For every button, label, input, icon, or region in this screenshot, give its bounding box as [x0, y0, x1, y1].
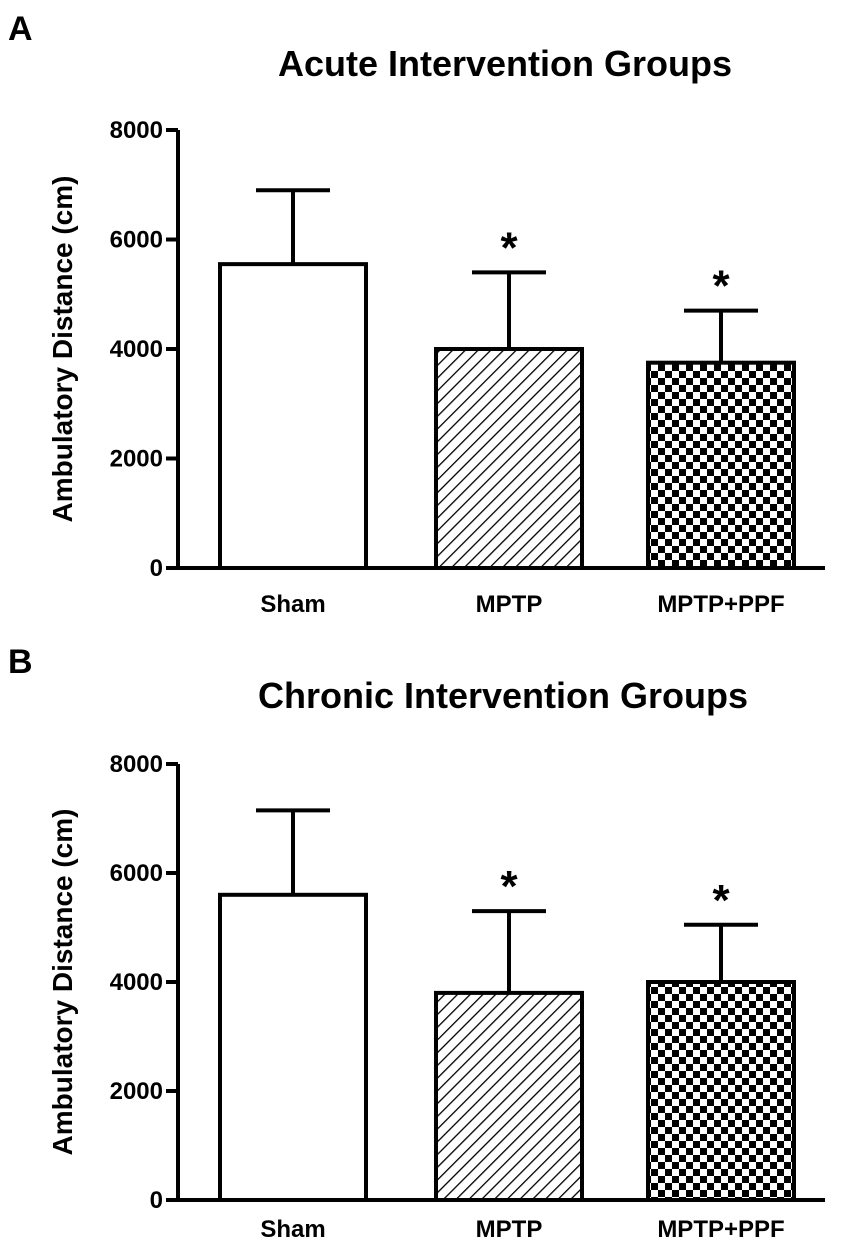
y-tick-label: 8000 [110, 751, 163, 778]
panel-b: B Chronic Intervention Groups Ambulatory D… [8, 643, 825, 1243]
y-tick-label: 2000 [110, 1078, 163, 1105]
y-tick-label: 0 [150, 1187, 163, 1214]
bar-sham [218, 892, 368, 1202]
y-axis-title: Ambulatory Distance (cm) [47, 176, 78, 523]
y-tick-label: 4000 [110, 336, 163, 363]
significance-marker: * [712, 876, 730, 925]
panel-label: A [8, 10, 33, 48]
bar-sham [218, 262, 368, 570]
bar-mptp [434, 347, 584, 570]
y-tick-label: 4000 [110, 969, 163, 996]
y-tick-label: 0 [150, 555, 163, 582]
bar-mptp-ppf [646, 980, 796, 1202]
y-tick-label: 6000 [110, 227, 163, 254]
significance-marker: * [712, 262, 730, 311]
significance-marker: * [500, 223, 518, 272]
x-category-label: MPTP+PPF [657, 591, 784, 618]
x-category-label: MPTP [476, 591, 543, 618]
x-category-label: Sham [260, 1216, 325, 1243]
x-category-label: MPTP+PPF [657, 1216, 784, 1243]
x-category-label: Sham [260, 591, 325, 618]
panel-a: A Acute Intervention Groups Ambulatory Dis… [8, 10, 825, 618]
y-tick-label: 6000 [110, 860, 163, 887]
bar-mptp [434, 990, 584, 1203]
y-axis-title: Ambulatory Distance (cm) [47, 809, 78, 1156]
bar-mptp-ppf [646, 360, 796, 570]
chart-title: Chronic Intervention Groups [258, 675, 748, 716]
y-tick-label: 8000 [110, 117, 163, 144]
chart-title: Acute Intervention Groups [278, 43, 732, 84]
y-tick-label: 2000 [110, 446, 163, 473]
x-category-label: MPTP [476, 1216, 543, 1243]
panel-label: B [8, 643, 33, 681]
significance-marker: * [500, 862, 518, 911]
